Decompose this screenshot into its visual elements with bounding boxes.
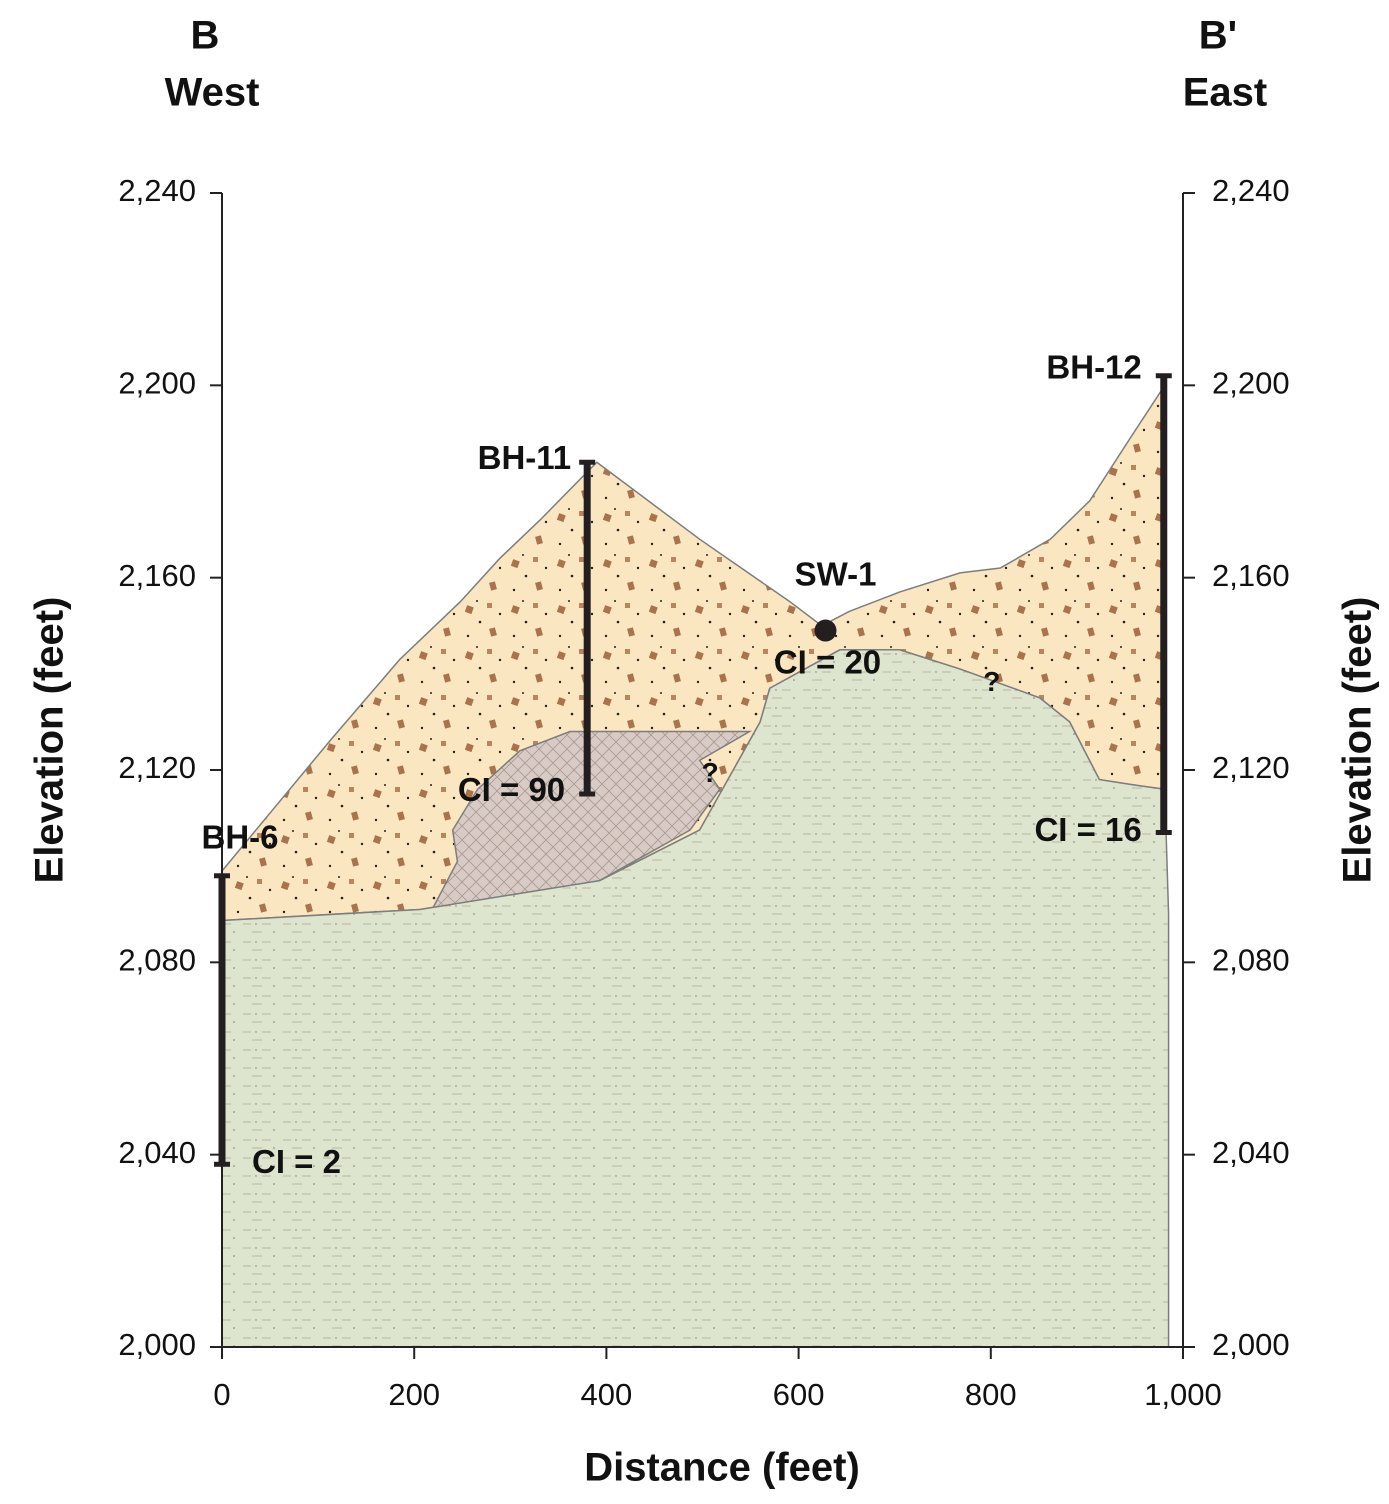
section-letter: B' bbox=[1199, 14, 1237, 58]
y2-tick-label: 2,040 bbox=[1212, 1135, 1290, 1170]
sample-point bbox=[815, 620, 837, 642]
y2-tick-label: 2,080 bbox=[1212, 943, 1290, 978]
y2-tick-label: 2,200 bbox=[1212, 366, 1290, 401]
uncertainty-mark: ? bbox=[983, 666, 1000, 697]
y2-tick-label: 2,160 bbox=[1212, 558, 1290, 593]
sample-name: SW-1 bbox=[795, 555, 877, 592]
y-tick-label: 2,080 bbox=[118, 943, 196, 978]
x-tick-label: 600 bbox=[773, 1377, 825, 1412]
x-tick-label: 0 bbox=[213, 1377, 230, 1412]
borehole-name: BH-11 bbox=[478, 439, 572, 476]
y2-tick-label: 2,000 bbox=[1212, 1327, 1290, 1362]
x-tick-label: 800 bbox=[965, 1377, 1017, 1412]
cross-section-figure: B West B' East Distance (feet) Elevation… bbox=[0, 0, 1389, 1499]
sample-value: CI = 20 bbox=[774, 643, 881, 680]
direction-label: East bbox=[1183, 71, 1268, 115]
y-tick-label: 2,200 bbox=[118, 366, 196, 401]
x-axis-label: Distance (feet) bbox=[584, 1446, 860, 1490]
borehole-name: BH-12 bbox=[1046, 348, 1141, 385]
y-tick-label: 2,040 bbox=[118, 1135, 196, 1170]
x-tick-label: 1,000 bbox=[1144, 1377, 1222, 1412]
y-tick-label: 2,000 bbox=[118, 1327, 196, 1362]
y-tick-label: 2,240 bbox=[118, 173, 196, 208]
borehole-value: CI = 2 bbox=[252, 1143, 341, 1180]
borehole-name: BH-6 bbox=[201, 819, 278, 856]
x-tick-label: 200 bbox=[388, 1377, 440, 1412]
y-tick-label: 2,160 bbox=[118, 558, 196, 593]
borehole-value: CI = 16 bbox=[1034, 811, 1141, 848]
y2-tick-label: 2,120 bbox=[1212, 750, 1290, 785]
section-letter: B bbox=[191, 14, 220, 58]
direction-label: West bbox=[165, 71, 260, 115]
y-axis-label: Elevation (feet) bbox=[28, 597, 72, 884]
x-tick-label: 400 bbox=[581, 1377, 633, 1412]
borehole-value: CI = 90 bbox=[458, 771, 565, 808]
uncertainty-mark: ? bbox=[702, 757, 719, 788]
y-tick-label: 2,120 bbox=[118, 750, 196, 785]
y2-tick-label: 2,240 bbox=[1212, 173, 1290, 208]
y-axis-label: Elevation (feet) bbox=[1336, 597, 1380, 884]
